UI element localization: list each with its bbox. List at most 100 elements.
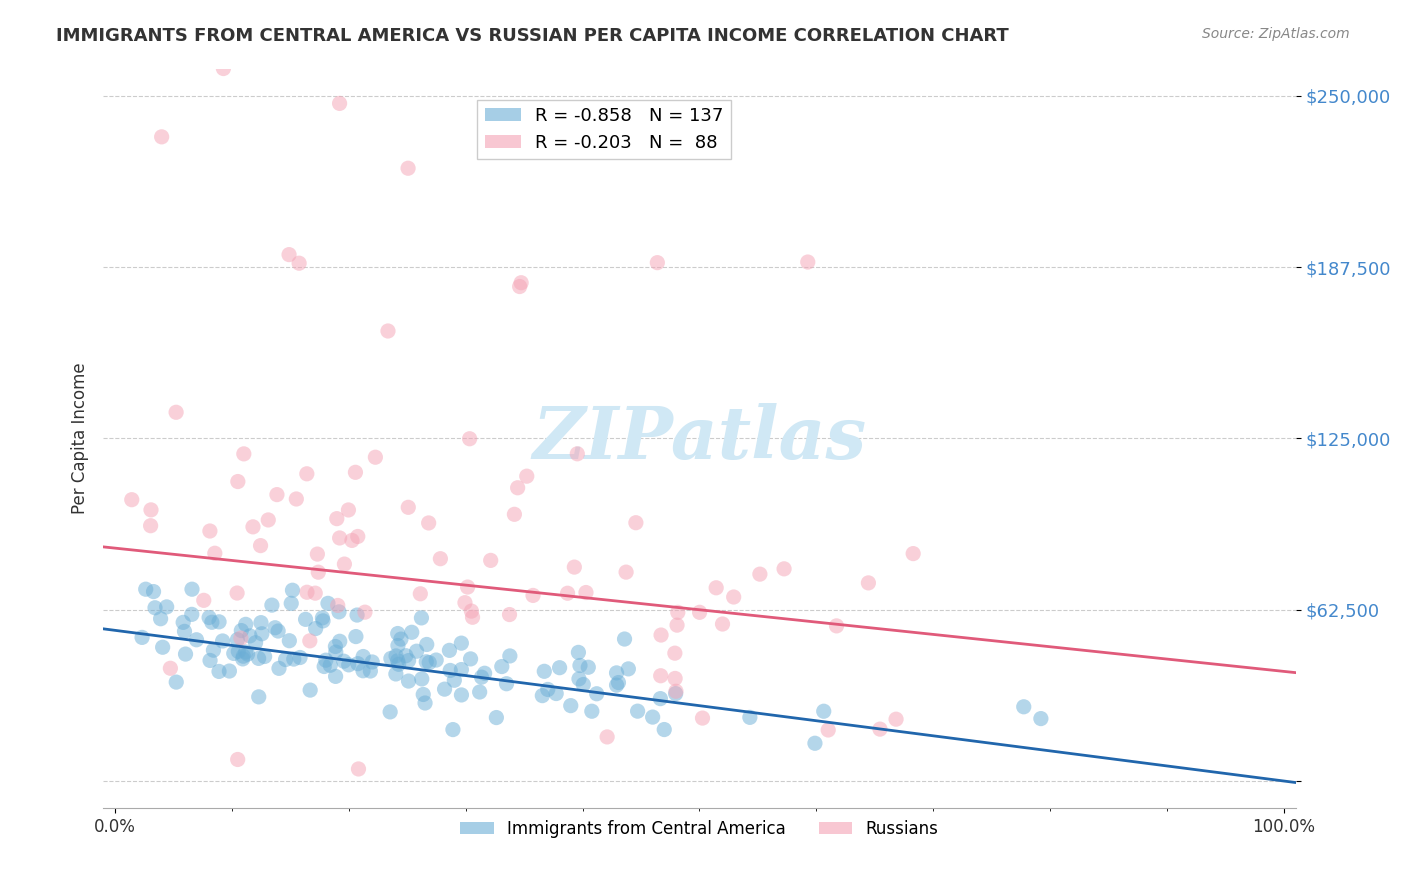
Russians bbox=[664, 672, 686, 686]
Russians bbox=[288, 256, 311, 270]
Russians bbox=[614, 565, 637, 579]
Russians bbox=[858, 575, 880, 590]
Russians bbox=[454, 596, 477, 610]
Immigrants from Central America bbox=[143, 600, 166, 615]
Russians bbox=[666, 618, 689, 632]
Immigrants from Central America bbox=[425, 653, 447, 667]
Immigrants from Central America bbox=[418, 656, 440, 670]
Immigrants from Central America bbox=[568, 658, 591, 673]
Russians bbox=[457, 580, 479, 594]
Immigrants from Central America bbox=[328, 605, 350, 619]
Immigrants from Central America bbox=[294, 612, 316, 626]
Russians bbox=[510, 276, 533, 290]
Immigrants from Central America bbox=[606, 665, 628, 680]
Russians bbox=[347, 762, 370, 776]
Immigrants from Central America bbox=[385, 648, 408, 663]
Russians bbox=[901, 547, 924, 561]
Russians bbox=[198, 524, 221, 538]
Immigrants from Central America bbox=[560, 698, 582, 713]
Immigrants from Central America bbox=[346, 608, 368, 623]
Immigrants from Central America bbox=[813, 704, 835, 718]
Immigrants from Central America bbox=[415, 655, 437, 669]
Russians bbox=[346, 529, 368, 543]
Russians bbox=[624, 516, 647, 530]
Russians bbox=[295, 585, 318, 599]
Immigrants from Central America bbox=[499, 648, 522, 663]
Russians bbox=[884, 712, 907, 726]
Russians bbox=[121, 492, 143, 507]
Immigrants from Central America bbox=[401, 625, 423, 640]
Immigrants from Central America bbox=[585, 687, 607, 701]
Immigrants from Central America bbox=[387, 639, 409, 653]
Immigrants from Central America bbox=[389, 632, 412, 646]
Immigrants from Central America bbox=[652, 723, 675, 737]
Immigrants from Central America bbox=[173, 624, 195, 639]
Immigrants from Central America bbox=[548, 661, 571, 675]
Immigrants from Central America bbox=[450, 636, 472, 650]
Immigrants from Central America bbox=[470, 670, 492, 684]
Immigrants from Central America bbox=[280, 596, 302, 610]
Russians bbox=[285, 491, 308, 506]
Immigrants from Central America bbox=[361, 655, 384, 669]
Russians bbox=[596, 730, 619, 744]
Russians bbox=[333, 557, 356, 571]
Immigrants from Central America bbox=[650, 691, 672, 706]
Russians bbox=[377, 324, 399, 338]
Immigrants from Central America bbox=[804, 736, 827, 750]
Russians bbox=[278, 247, 301, 261]
Russians bbox=[344, 466, 367, 480]
Immigrants from Central America bbox=[232, 652, 254, 666]
Russians bbox=[139, 518, 162, 533]
Immigrants from Central America bbox=[626, 704, 648, 718]
Russians bbox=[562, 560, 585, 574]
Russians bbox=[689, 605, 711, 619]
Immigrants from Central America bbox=[352, 664, 374, 678]
Russians bbox=[304, 586, 326, 600]
Immigrants from Central America bbox=[495, 677, 517, 691]
Russians bbox=[226, 586, 249, 600]
Russians bbox=[226, 752, 249, 766]
Russians bbox=[692, 711, 714, 725]
Russians bbox=[326, 511, 349, 525]
Immigrants from Central America bbox=[568, 672, 591, 686]
Immigrants from Central America bbox=[352, 649, 374, 664]
Immigrants from Central America bbox=[245, 636, 267, 650]
Russians bbox=[329, 531, 352, 545]
Russians bbox=[340, 533, 363, 548]
Immigrants from Central America bbox=[202, 643, 225, 657]
Immigrants from Central America bbox=[247, 651, 270, 665]
Russians bbox=[418, 516, 440, 530]
Immigrants from Central America bbox=[312, 614, 335, 628]
Russians bbox=[249, 539, 271, 553]
Russians bbox=[229, 631, 252, 645]
Immigrants from Central America bbox=[416, 637, 439, 651]
Immigrants from Central America bbox=[319, 658, 342, 673]
Immigrants from Central America bbox=[665, 687, 688, 701]
Immigrants from Central America bbox=[546, 687, 568, 701]
Immigrants from Central America bbox=[235, 617, 257, 632]
Russians bbox=[650, 669, 672, 683]
Russians bbox=[165, 405, 187, 419]
Russians bbox=[326, 599, 349, 613]
Immigrants from Central America bbox=[441, 723, 464, 737]
Immigrants from Central America bbox=[443, 673, 465, 688]
Text: ZIPatlas: ZIPatlas bbox=[533, 403, 866, 474]
Russians bbox=[204, 546, 226, 560]
Immigrants from Central America bbox=[278, 633, 301, 648]
Immigrants from Central America bbox=[198, 653, 221, 667]
Immigrants from Central America bbox=[485, 710, 508, 724]
Immigrants from Central America bbox=[329, 634, 352, 648]
Immigrants from Central America bbox=[411, 611, 433, 625]
Immigrants from Central America bbox=[135, 582, 157, 597]
Immigrants from Central America bbox=[250, 627, 273, 641]
Russians bbox=[516, 469, 538, 483]
Immigrants from Central America bbox=[226, 644, 249, 658]
Immigrants from Central America bbox=[236, 647, 259, 661]
Immigrants from Central America bbox=[239, 629, 262, 643]
Immigrants from Central America bbox=[232, 649, 254, 664]
Text: Source: ZipAtlas.com: Source: ZipAtlas.com bbox=[1202, 27, 1350, 41]
Immigrants from Central America bbox=[567, 645, 589, 659]
Russians bbox=[429, 551, 451, 566]
Immigrants from Central America bbox=[380, 651, 402, 665]
Russians bbox=[567, 447, 589, 461]
